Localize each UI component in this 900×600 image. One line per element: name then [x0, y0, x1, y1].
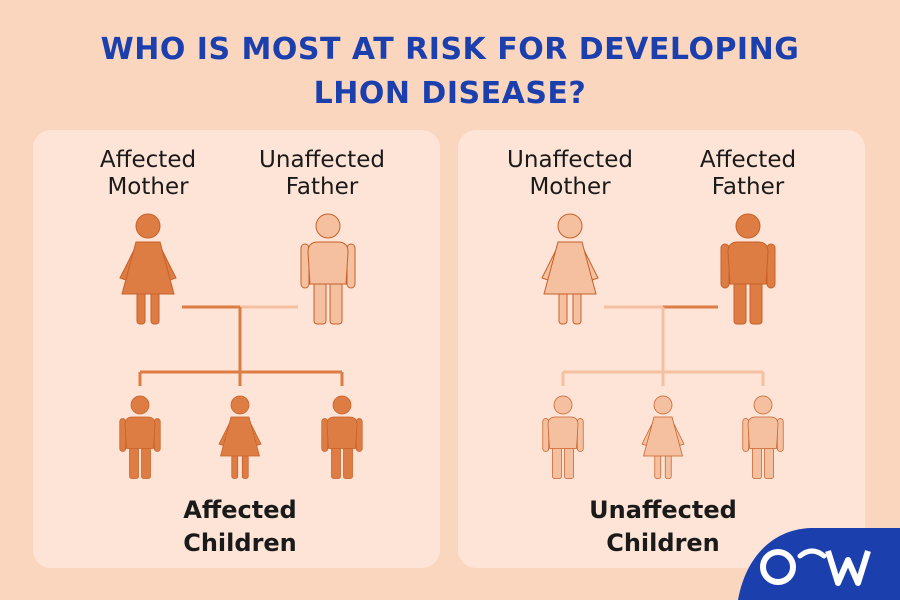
person-male: [720, 213, 776, 325]
logo: [738, 528, 900, 600]
children-label: Unaffected Children: [589, 496, 737, 557]
parent-label: Affected Father: [699, 147, 797, 200]
person-male: [321, 395, 363, 479]
person-female: [119, 213, 177, 325]
person-female: [218, 395, 262, 479]
children-label: Affected Children: [183, 496, 297, 557]
person-male: [119, 395, 161, 479]
person-female: [541, 213, 599, 325]
title: WHO IS MOST AT RISK FOR DEVELOPING LHON …: [100, 32, 800, 111]
parent-label: Affected Mother: [99, 147, 197, 200]
person-male: [742, 395, 784, 479]
person-male: [300, 213, 356, 325]
person-male: [542, 395, 584, 479]
parent-label: Unaffected Mother: [507, 147, 633, 200]
parent-label: Unaffected Father: [259, 147, 385, 200]
person-female: [641, 395, 685, 479]
